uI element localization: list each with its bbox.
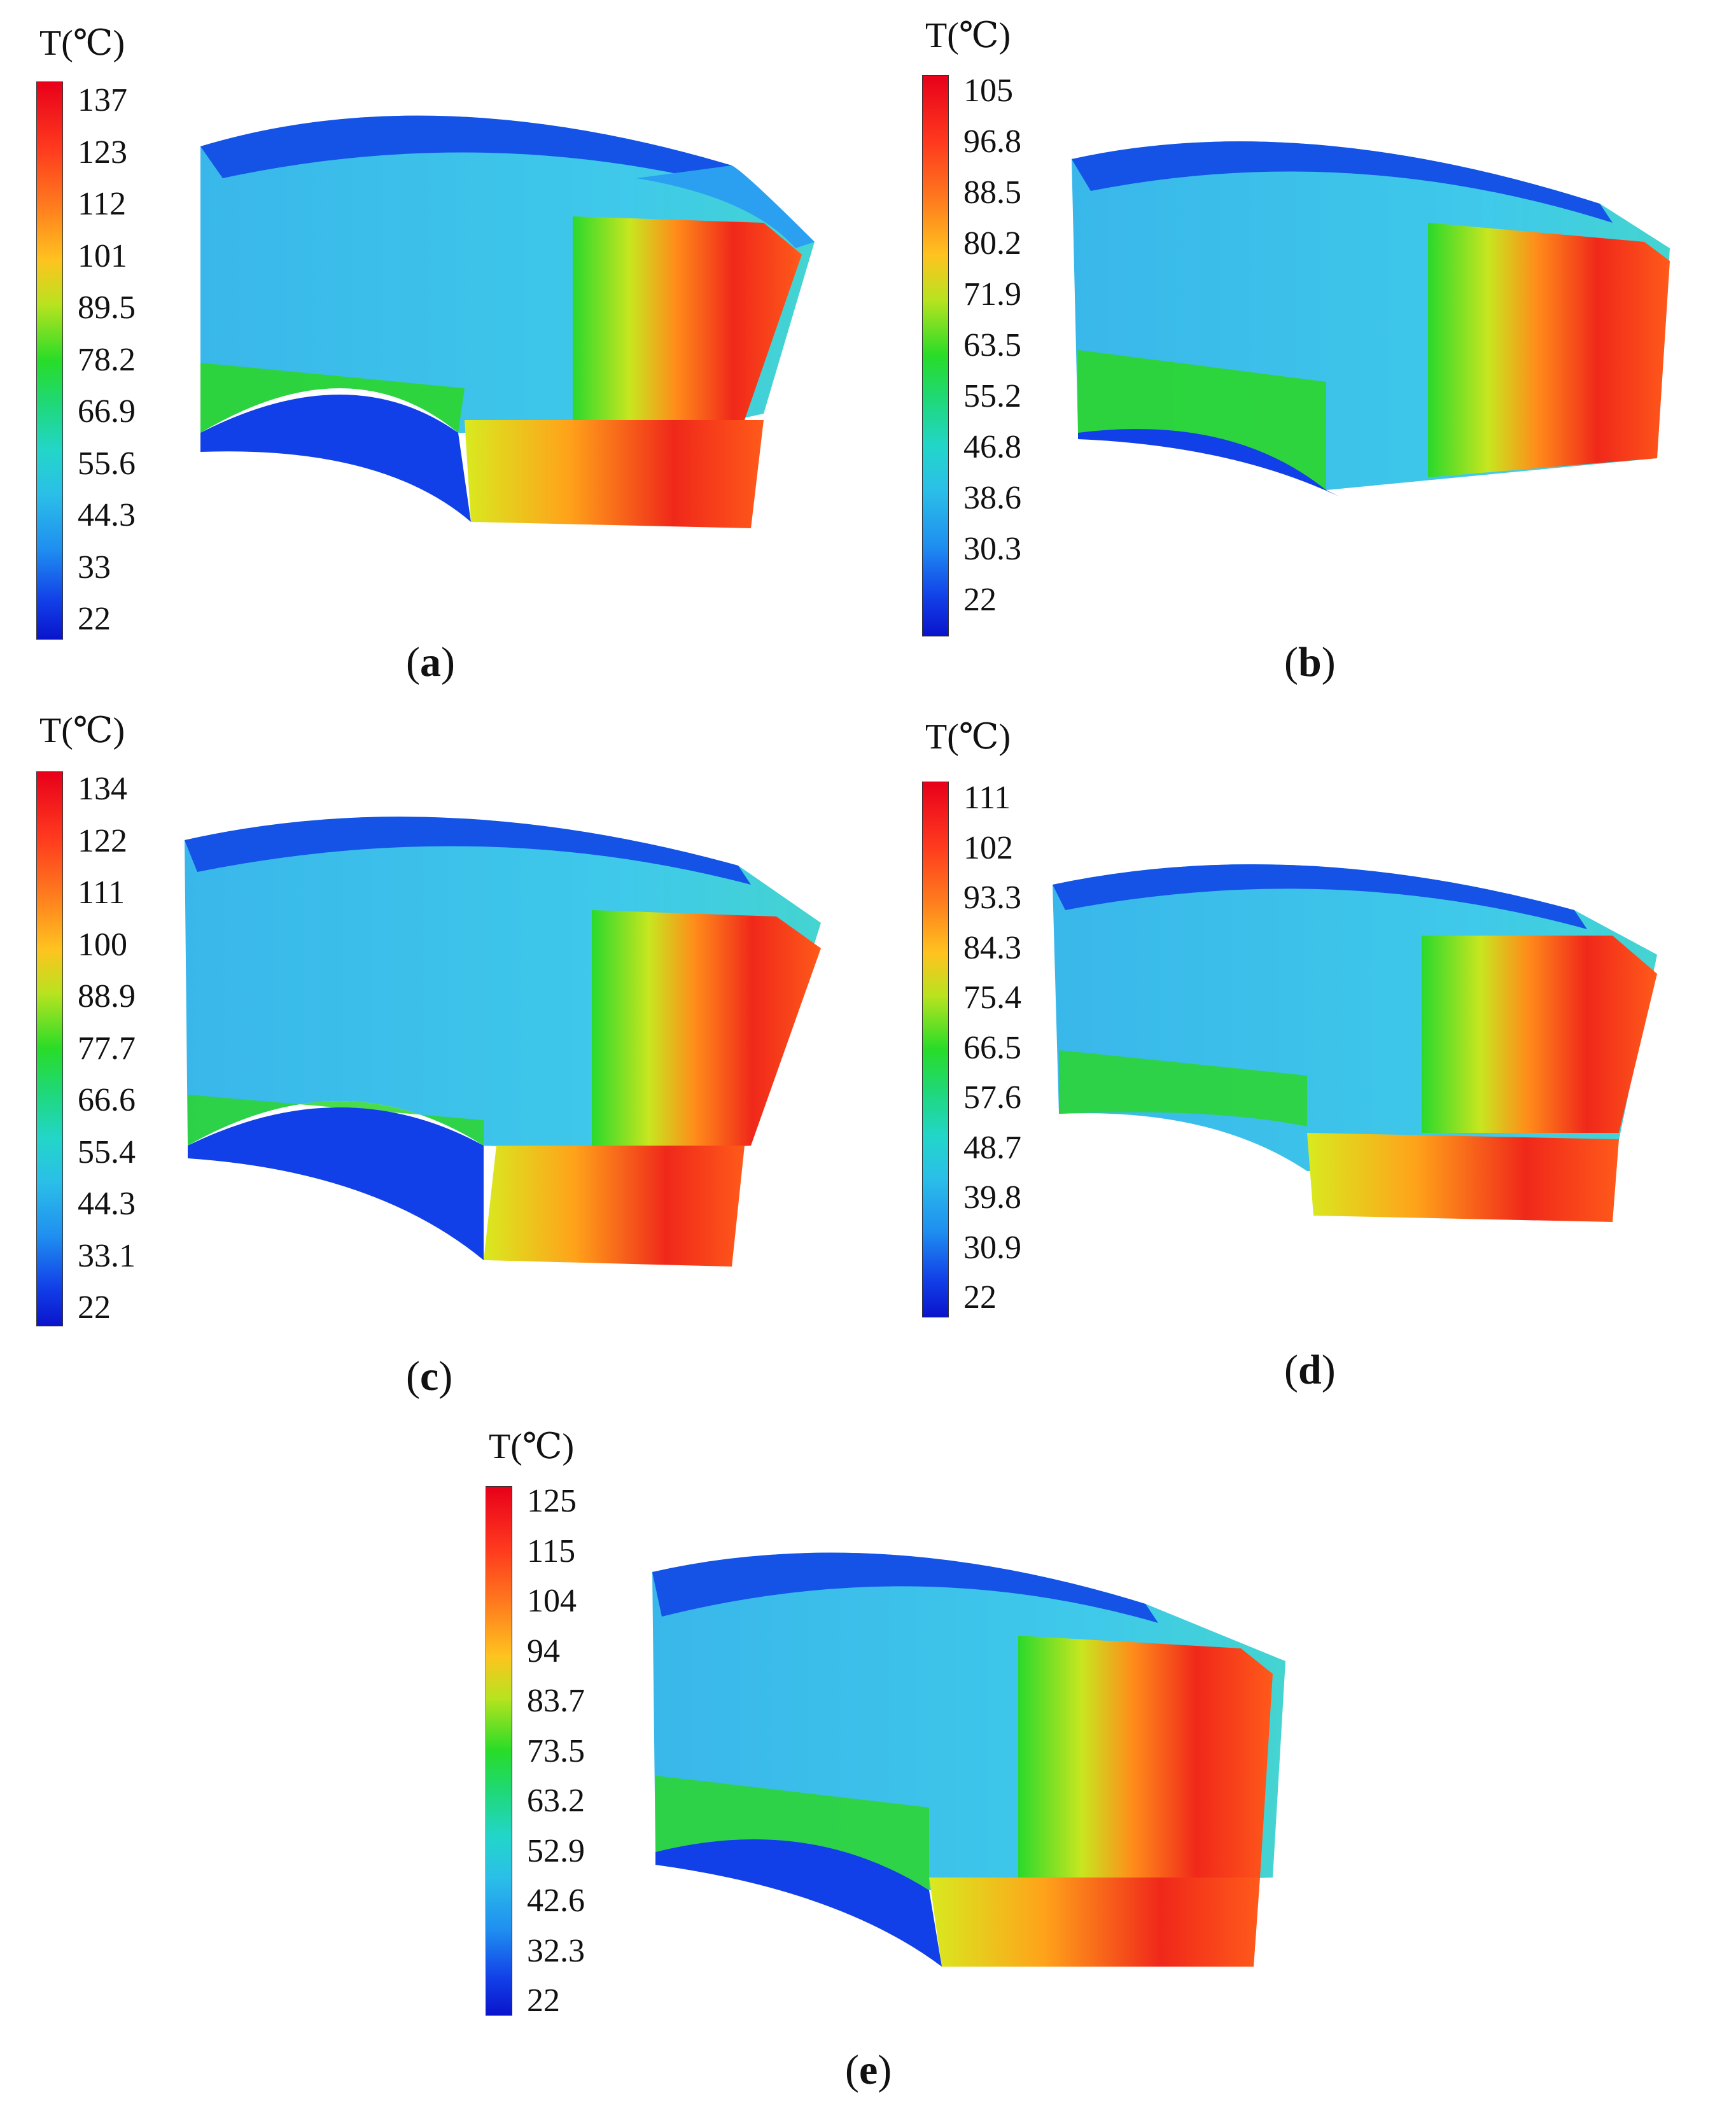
caption-letter: d	[1298, 1347, 1322, 1393]
panel-e: T(℃) 125 115 104 94 83.7 73.5 63.2 52.9 42.6 32.3…	[445, 1394, 1336, 2120]
colorbar-tick-label: 57.6	[963, 1079, 1021, 1116]
colorbar-tick-label: 55.2	[963, 378, 1021, 414]
colorbar-tick-label: 55.4	[78, 1134, 136, 1170]
colorbar-tick-label: 112	[78, 186, 127, 222]
colorbar-tick-label: 66.9	[78, 393, 136, 430]
colorbar-tick-label: 39.8	[963, 1179, 1021, 1216]
colorbar-tick-label: 100	[78, 926, 127, 963]
colorbar-tick-label: 96.8	[963, 123, 1021, 160]
temperature-model-c	[185, 817, 821, 1267]
caption-letter: e	[858, 2047, 878, 2093]
colorbar	[36, 771, 63, 1326]
caption-letter: c	[419, 1353, 439, 1400]
caption-letter: b	[1298, 639, 1322, 685]
panel-d: T(℃) 111 102 93.3 84.3 75.4 66.5 57.6 48.7 39.8 3…	[868, 687, 1736, 1394]
colorbar-tick-label: 93.3	[963, 880, 1021, 916]
legend-title: T(℃)	[39, 711, 125, 750]
temperature-model-d	[1053, 864, 1657, 1222]
colorbar-tick-label: 137	[78, 82, 127, 118]
colorbar-tick-label: 83.7	[527, 1683, 585, 1719]
colorbar-tick-label: 22	[963, 582, 997, 618]
caption-e: (e)	[845, 2047, 892, 2093]
caption-letter: a	[419, 639, 441, 685]
colorbar-tick-label: 105	[963, 73, 1013, 109]
colorbar-tick-label: 66.5	[963, 1029, 1021, 1066]
colorbar-tick-label: 52.9	[527, 1832, 585, 1869]
colorbar-tick-label: 75.4	[963, 979, 1021, 1016]
colorbar-tick-label: 63.5	[963, 327, 1021, 363]
colorbar	[486, 1486, 512, 2016]
colorbar-tick-label: 63.2	[527, 1783, 585, 1819]
colorbar-tick-label: 134	[78, 771, 127, 807]
temperature-model-b	[1072, 141, 1670, 496]
colorbar-tick-label: 33.1	[78, 1237, 136, 1274]
colorbar-tick-label: 80.2	[963, 225, 1021, 262]
colorbar-tick-label: 22	[78, 601, 111, 637]
colorbar-tick-label: 32.3	[527, 1932, 585, 1969]
colorbar-tick-label: 55.6	[78, 445, 136, 482]
colorbar-tick-label: 104	[527, 1583, 577, 1619]
colorbar-tick-label: 30.9	[963, 1229, 1021, 1266]
colorbar	[922, 782, 949, 1317]
colorbar-tick-label: 46.8	[963, 429, 1021, 465]
colorbar-tick-label: 102	[963, 829, 1013, 866]
colorbar-tick-label: 44.3	[78, 1186, 136, 1222]
colorbar-tick-label: 111	[963, 780, 1011, 816]
colorbar-tick-label: 22	[78, 1289, 111, 1326]
panel-a: T(℃) 137 123 112 101 89.5 78.2 66.9 55.6 44.3 33 2…	[0, 0, 868, 687]
colorbar-tick-label: 84.3	[963, 929, 1021, 966]
colorbar-tick-label: 88.9	[78, 978, 136, 1014]
colorbar-tick-label: 123	[78, 134, 127, 171]
legend-title: T(℃)	[489, 1427, 575, 1466]
colorbar-tick-label: 125	[527, 1483, 577, 1519]
colorbar-tick-label: 30.3	[963, 531, 1021, 567]
panel-b: T(℃) 105 96.8 88.5 80.2 71.9 63.5 55.2 46.8 38.6…	[868, 0, 1736, 687]
colorbar-tick-label: 71.9	[963, 276, 1021, 312]
colorbar-tick-label: 38.6	[963, 480, 1021, 516]
colorbar-tick-label: 111	[78, 874, 125, 911]
colorbar-tick-label: 77.7	[78, 1030, 136, 1067]
colorbar-tick-label: 101	[78, 237, 127, 274]
caption-c: (c)	[406, 1353, 453, 1400]
colorbar-tick-label: 78.2	[78, 341, 136, 378]
colorbar-tick-label: 42.6	[527, 1883, 585, 1919]
caption-b: (b)	[1284, 639, 1336, 685]
legend-title: T(℃)	[39, 24, 125, 63]
caption-a: (a)	[406, 639, 455, 685]
colorbar-tick-label: 44.3	[78, 497, 136, 533]
colorbar	[36, 81, 63, 640]
colorbar-tick-label: 33	[78, 549, 111, 586]
colorbar-tick-label: 22	[963, 1279, 997, 1316]
legend-title: T(℃)	[925, 717, 1011, 757]
colorbar-tick-label: 88.5	[963, 174, 1021, 211]
temperature-model-e	[652, 1552, 1285, 1967]
caption-d: (d)	[1284, 1347, 1336, 1393]
temperature-model-a	[200, 115, 815, 528]
colorbar-tick-label: 48.7	[963, 1129, 1021, 1166]
colorbar-tick-label: 73.5	[527, 1732, 585, 1769]
colorbar-tick-label: 94	[527, 1632, 560, 1669]
colorbar	[922, 75, 949, 636]
colorbar-tick-label: 115	[527, 1533, 576, 1569]
legend-title: T(℃)	[925, 16, 1011, 55]
colorbar-tick-label: 122	[78, 822, 127, 859]
colorbar-tick-label: 22	[527, 1983, 560, 2019]
colorbar-tick-label: 89.5	[78, 290, 136, 326]
panel-c: T(℃) 134 122 111 100 88.9 77.7 66.6 55.4 44.3 33.…	[0, 687, 868, 1398]
colorbar-tick-label: 66.6	[78, 1082, 136, 1118]
